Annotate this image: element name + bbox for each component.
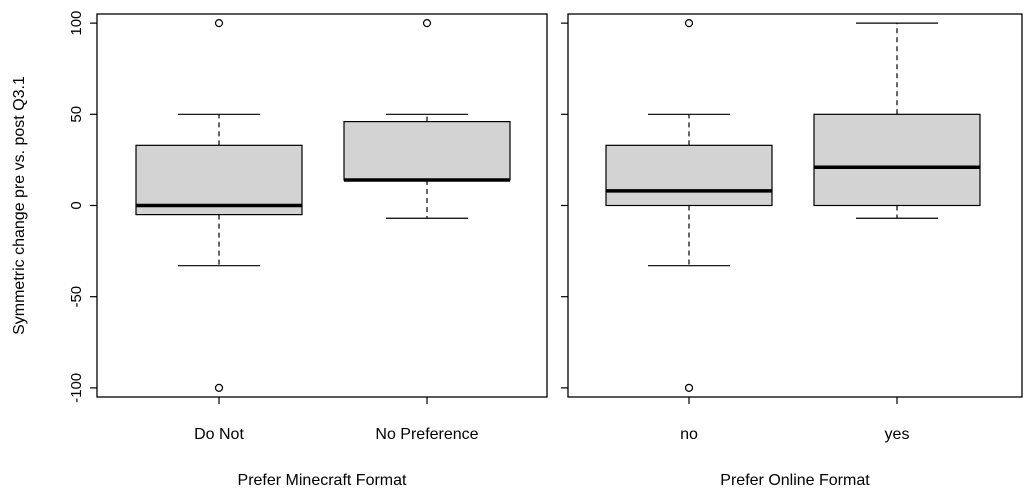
- y-axis-title: Symmetric change pre vs. post Q3.1: [11, 76, 28, 335]
- y-tick-label: 50: [68, 106, 85, 123]
- box-iqr: [813, 113, 981, 207]
- x-axis-title: Prefer Minecraft Format: [238, 472, 407, 489]
- x-tick-label: No Preference: [375, 426, 478, 443]
- y-tick-label: -50: [68, 286, 85, 308]
- box-iqr: [343, 121, 511, 181]
- outlier-point: [422, 19, 432, 28]
- outlier-point: [684, 383, 694, 392]
- x-tick-label: yes: [885, 426, 910, 443]
- outlier-point: [214, 19, 224, 28]
- outlier-point: [214, 383, 224, 392]
- x-axis-title: Prefer Online Format: [720, 472, 870, 489]
- x-tick-label: no: [680, 426, 698, 443]
- y-tick-label: -100: [68, 373, 85, 403]
- y-tick-label: 0: [68, 201, 85, 209]
- x-tick-label: Do Not: [194, 426, 244, 443]
- y-tick-label: 100: [68, 11, 85, 36]
- box-iqr: [135, 144, 303, 216]
- box-iqr: [605, 144, 773, 207]
- outlier-point: [684, 19, 694, 28]
